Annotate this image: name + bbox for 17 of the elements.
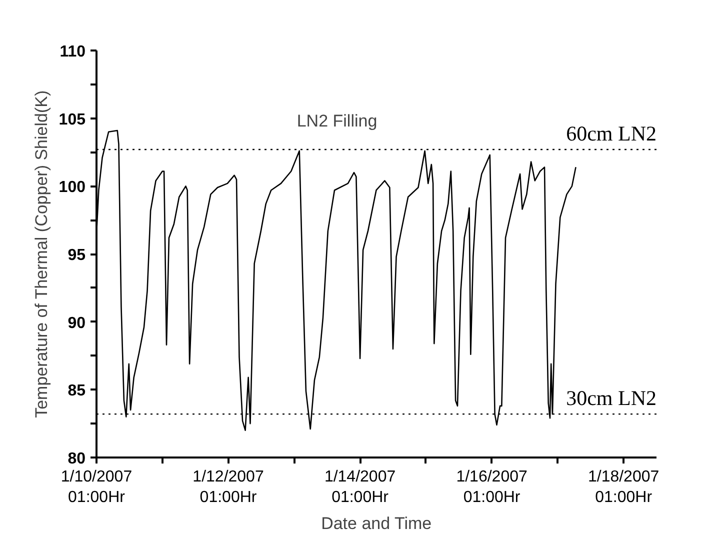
annotation: LN2 Filling bbox=[296, 112, 378, 130]
y-tick-label: 80 bbox=[68, 450, 86, 468]
y-axis-title: Temperature of Thermal (Copper) Shield(K) bbox=[32, 90, 51, 418]
y-tick-label: 110 bbox=[60, 44, 86, 60]
y-tick-label: 105 bbox=[58, 111, 86, 128]
ref-line-label: 30cm LN2 bbox=[566, 386, 657, 410]
x-tick-label: 1/18/2007 01:00Hr bbox=[588, 468, 660, 506]
y-tick-label: 90 bbox=[68, 314, 86, 332]
y-tick-label: 100 bbox=[58, 179, 86, 196]
x-tick-label: 1/10/2007 01:00Hr bbox=[60, 468, 132, 506]
y-tick-label: 85 bbox=[68, 382, 86, 400]
ref-line-label: 60cm LN2 bbox=[566, 122, 657, 146]
y-tick-label: 95 bbox=[68, 247, 86, 264]
x-axis-title: Date and Time bbox=[321, 514, 432, 533]
x-tick-label: 1/16/2007 01:00Hr bbox=[456, 468, 528, 506]
x-tick-label: 1/12/2007 01:00Hr bbox=[192, 468, 264, 506]
x-tick-label: 1/14/2007 01:00Hr bbox=[324, 468, 396, 506]
